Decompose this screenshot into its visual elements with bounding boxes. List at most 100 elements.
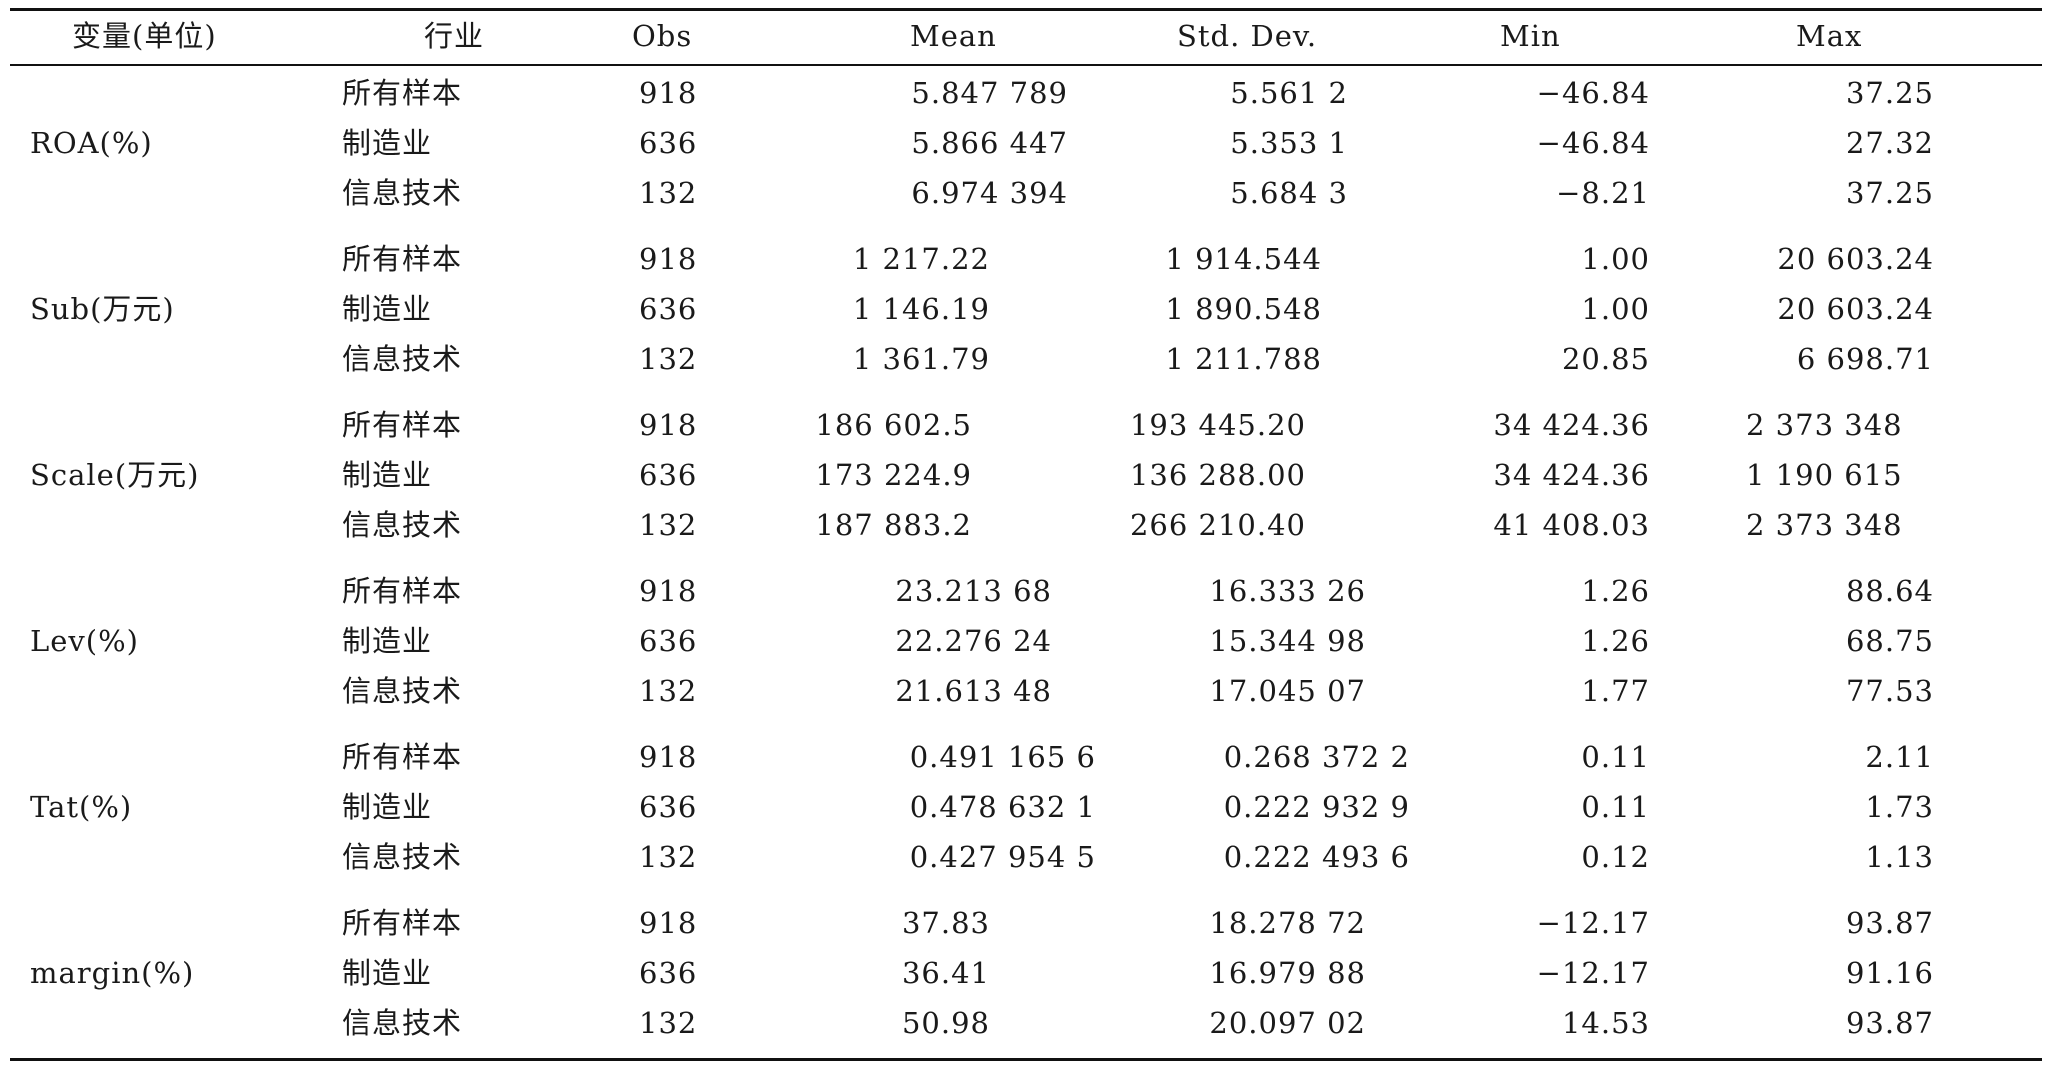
max-cell: 93.87	[1845, 1006, 1934, 1040]
mean-cell: 186 602.5	[815, 408, 972, 442]
variable-label: Scale(万元)	[30, 458, 200, 492]
obs-cell: 636	[639, 624, 698, 658]
min-cell: 20.85	[1561, 342, 1650, 376]
mean-cell: 0.478 632 1	[909, 790, 1096, 824]
industry-cell: 信息技术	[342, 508, 463, 542]
min-cell: 34 424.36	[1493, 408, 1650, 442]
min-cell: −8.21	[1556, 176, 1650, 210]
max-cell: 20 603.24	[1777, 242, 1934, 276]
max-cell: 1.13	[1865, 840, 1934, 874]
table-top-rule	[10, 8, 2042, 11]
std-dev-cell: 1 914.544	[1165, 242, 1322, 276]
std-dev-cell: 0.222 932 9	[1223, 790, 1410, 824]
industry-cell: 信息技术	[342, 176, 463, 210]
obs-cell: 636	[639, 126, 698, 160]
mean-cell: 23.213 68	[895, 574, 1052, 608]
min-cell: 1.26	[1581, 574, 1650, 608]
max-cell: 2 373 348	[1746, 408, 1903, 442]
obs-cell: 132	[639, 176, 698, 210]
std-dev-cell: 17.045 07	[1209, 674, 1366, 708]
mean-cell: 0.491 165 6	[909, 740, 1096, 774]
industry-cell: 制造业	[342, 458, 433, 492]
header-industry: 行业	[424, 19, 485, 53]
table-header-rule	[10, 64, 2042, 66]
obs-cell: 636	[639, 790, 698, 824]
min-cell: 1.00	[1581, 242, 1650, 276]
std-dev-cell: 266 210.40	[1129, 508, 1306, 542]
min-cell: 14.53	[1561, 1006, 1650, 1040]
obs-cell: 918	[639, 906, 698, 940]
industry-cell: 所有样本	[342, 906, 463, 940]
industry-cell: 所有样本	[342, 408, 463, 442]
min-cell: 0.12	[1581, 840, 1650, 874]
header-std-dev: Std. Dev.	[1177, 19, 1318, 53]
industry-cell: 制造业	[342, 624, 433, 658]
mean-cell: 173 224.9	[815, 458, 972, 492]
mean-cell: 37.83	[901, 906, 990, 940]
header-min: Min	[1500, 19, 1561, 53]
std-dev-cell: 0.268 372 2	[1223, 740, 1410, 774]
obs-cell: 918	[639, 574, 698, 608]
max-cell: 91.16	[1845, 956, 1934, 990]
min-cell: −46.84	[1536, 76, 1650, 110]
max-cell: 6 698.71	[1796, 342, 1934, 376]
variable-label: Tat(%)	[30, 790, 133, 824]
std-dev-cell: 1 890.548	[1165, 292, 1322, 326]
min-cell: −12.17	[1536, 956, 1650, 990]
industry-cell: 信息技术	[342, 342, 463, 376]
header-variable: 变量(单位)	[72, 19, 217, 53]
mean-cell: 5.847 789	[911, 76, 1068, 110]
mean-cell: 0.427 954 5	[909, 840, 1096, 874]
std-dev-cell: 1 211.788	[1165, 342, 1322, 376]
industry-cell: 信息技术	[342, 674, 463, 708]
mean-cell: 50.98	[901, 1006, 990, 1040]
header-obs: Obs	[632, 19, 693, 53]
industry-cell: 信息技术	[342, 840, 463, 874]
obs-cell: 132	[639, 1006, 698, 1040]
max-cell: 37.25	[1845, 76, 1934, 110]
obs-cell: 636	[639, 292, 698, 326]
min-cell: 0.11	[1581, 790, 1650, 824]
min-cell: −46.84	[1536, 126, 1650, 160]
min-cell: −12.17	[1536, 906, 1650, 940]
std-dev-cell: 18.278 72	[1209, 906, 1366, 940]
min-cell: 1.00	[1581, 292, 1650, 326]
std-dev-cell: 16.333 26	[1209, 574, 1366, 608]
mean-cell: 1 146.19	[852, 292, 990, 326]
std-dev-cell: 0.222 493 6	[1223, 840, 1410, 874]
variable-label: Sub(万元)	[30, 292, 175, 326]
obs-cell: 132	[639, 674, 698, 708]
mean-cell: 1 361.79	[852, 342, 990, 376]
max-cell: 37.25	[1845, 176, 1934, 210]
mean-cell: 36.41	[901, 956, 990, 990]
obs-cell: 636	[639, 458, 698, 492]
max-cell: 1.73	[1865, 790, 1934, 824]
obs-cell: 918	[639, 76, 698, 110]
industry-cell: 所有样本	[342, 574, 463, 608]
mean-cell: 22.276 24	[895, 624, 1052, 658]
max-cell: 20 603.24	[1777, 292, 1934, 326]
obs-cell: 132	[639, 840, 698, 874]
industry-cell: 所有样本	[342, 76, 463, 110]
mean-cell: 187 883.2	[815, 508, 972, 542]
max-cell: 2 373 348	[1746, 508, 1903, 542]
variable-label: ROA(%)	[30, 126, 153, 160]
mean-cell: 21.613 48	[895, 674, 1052, 708]
variable-label: margin(%)	[30, 956, 195, 990]
std-dev-cell: 5.561 2	[1230, 76, 1348, 110]
max-cell: 1 190 615	[1746, 458, 1903, 492]
mean-cell: 1 217.22	[852, 242, 990, 276]
industry-cell: 所有样本	[342, 740, 463, 774]
min-cell: 1.26	[1581, 624, 1650, 658]
industry-cell: 制造业	[342, 126, 433, 160]
max-cell: 88.64	[1845, 574, 1934, 608]
std-dev-cell: 16.979 88	[1209, 956, 1366, 990]
variable-label: Lev(%)	[30, 624, 139, 658]
obs-cell: 918	[639, 408, 698, 442]
obs-cell: 918	[639, 740, 698, 774]
obs-cell: 132	[639, 508, 698, 542]
industry-cell: 制造业	[342, 292, 433, 326]
table-bottom-rule	[10, 1058, 2042, 1061]
std-dev-cell: 136 288.00	[1129, 458, 1306, 492]
industry-cell: 所有样本	[342, 242, 463, 276]
